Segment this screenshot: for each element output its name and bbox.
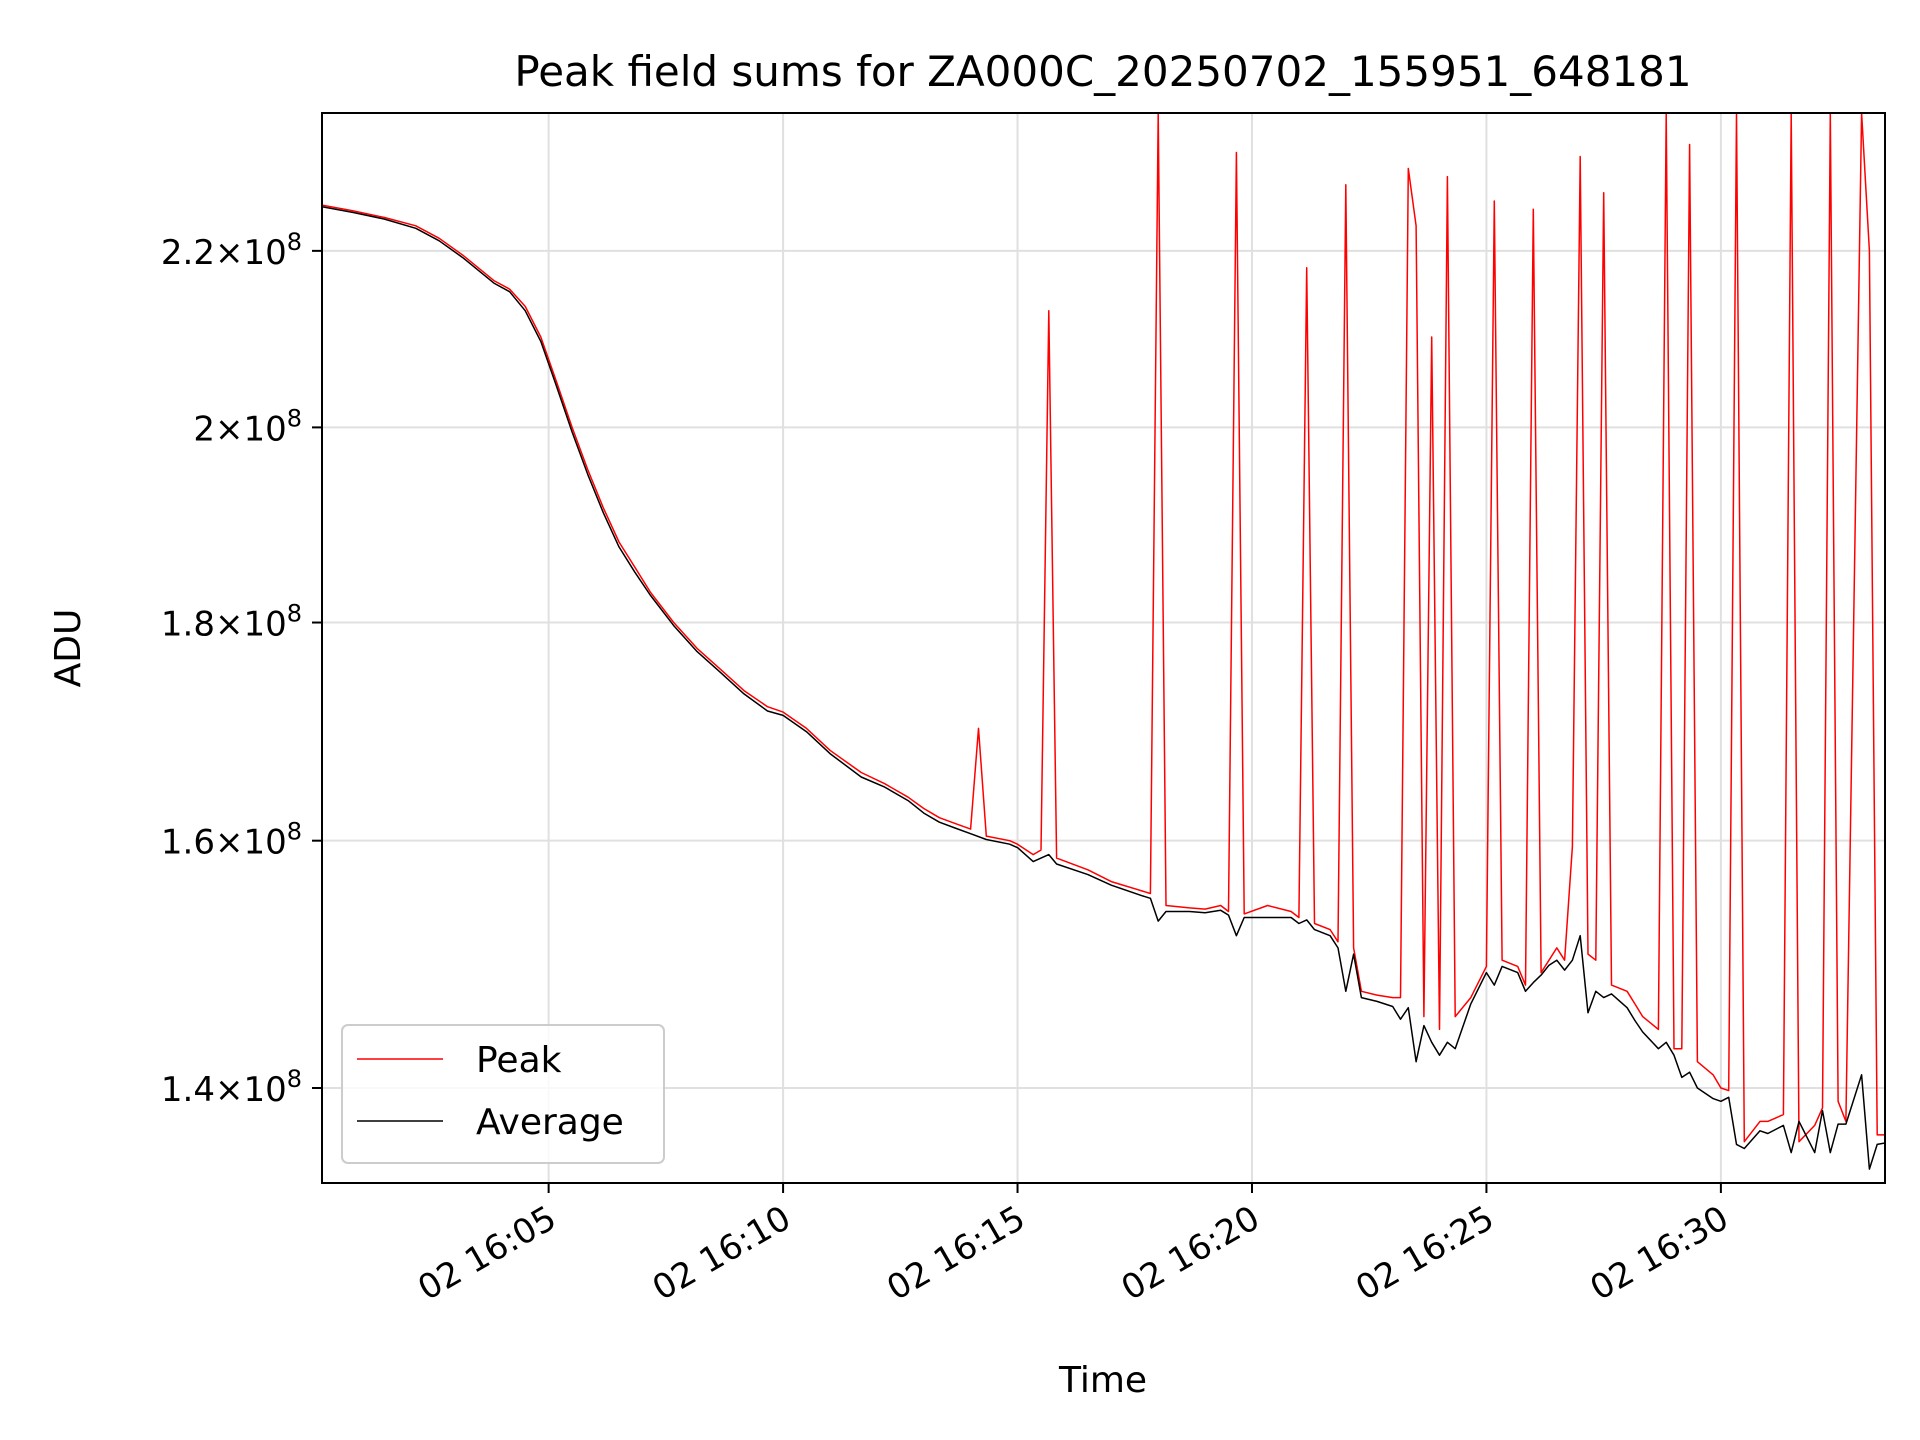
series-line-peak [322,113,1885,1143]
series-line-average [322,206,1885,1170]
legend-label-average: Average [476,1102,624,1143]
y-axis: 1.4×108 1.6×108 1.8×108 2×108 2.2×108 [161,228,322,1110]
y-tick-label: 1.4×108 [161,1065,302,1110]
y-tick-label: 1.6×108 [161,818,302,863]
y-tick-label: 2×108 [193,404,302,449]
grid-lines [322,113,1885,1183]
plot-frame [321,112,1886,1184]
legend: Peak Average [341,1024,665,1164]
y-tick-label: 1.8×108 [161,600,302,645]
legend-label-peak: Peak [476,1040,562,1081]
series-layer [322,113,1885,1170]
y-tick-label: 2.2×108 [161,228,302,273]
x-axis-label: Time [1058,1360,1147,1401]
y-axis-label: ADU [48,609,89,688]
chart-title: Peak field sums for ZA000C_20250702_1559… [514,47,1691,96]
